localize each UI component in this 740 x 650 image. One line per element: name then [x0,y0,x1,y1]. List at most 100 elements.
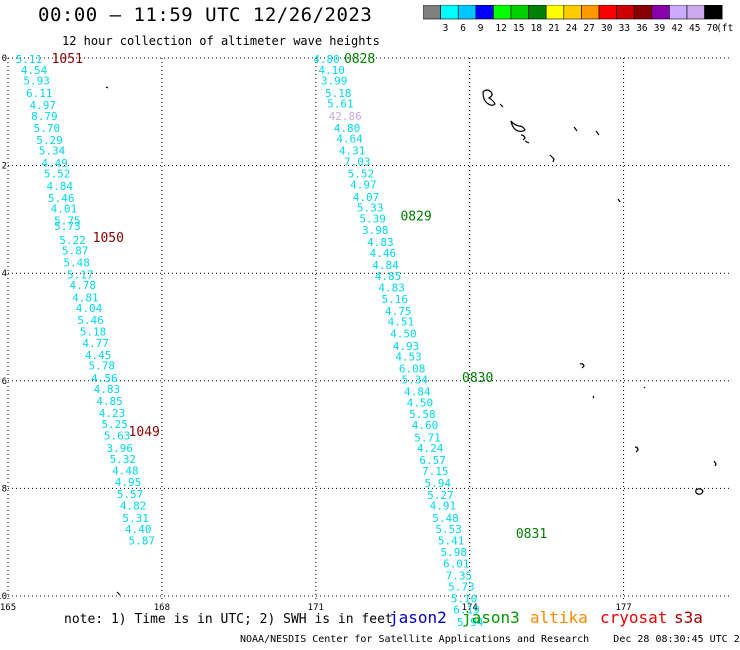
wave-height-value: 5.87 [62,245,89,258]
longitude-tick-label: 168 [154,603,170,613]
wave-height-value: 4.85 [96,395,123,408]
wave-height-value: 4.82 [120,500,147,513]
wave-height-value: 4.01 [51,203,77,216]
color-level-label: 30 [601,23,613,34]
wave-height-value: 4.80 [334,122,361,135]
wave-height-value: 4.64 [336,133,363,146]
wave-height-value: 5.29 [36,134,63,147]
wave-height-value: 5.34 [401,374,428,387]
credit-text: NOAA/NESDIS Center for Satellite Applica… [240,634,590,645]
color-level-label: 33 [619,23,630,34]
longitude-tick-label: 165 [0,603,16,613]
wave-height-value: 5.63 [104,430,131,443]
wave-height-value: 5.78 [89,360,116,373]
wave-height-value: 4.54 [21,64,48,77]
wave-height-value: 5.73 [54,220,81,233]
wave-height-value: 7.03 [344,155,371,168]
wave-height-value: 4.75 [385,305,412,318]
wave-height-value: 4.97 [350,178,377,191]
wave-height-value: 5.57 [117,488,144,501]
wave-height-value: 5.32 [110,453,137,466]
color-level-label: 12 [495,23,506,34]
wave-height-value: 5.17 [67,268,94,281]
altimeter-tracks: 5.114.545.936.114.978.795.705.295.344.49… [16,52,547,629]
wave-height-value: 5.61 [327,98,354,111]
legend-jason2: jason2 [389,608,447,627]
wave-height-value: 4.84 [46,180,73,193]
wave-height-value: 4.40 [125,523,151,536]
color-level-label: 39 [654,23,666,34]
wave-height-value: 5.75 [54,214,81,227]
wave-height-value: 4.31 [339,145,366,158]
lat-lon-grid: 0 -2 -4 -6 -8 -10165 168 171 174 177 [0,54,730,613]
wave-height-value: 5.34 [39,145,66,158]
wave-height-value: 5.52 [348,168,375,181]
color-level-label: 42 [671,23,682,34]
longitude-tick-label: 174 [462,603,478,613]
color-level-label: 3 [443,23,449,34]
color-level-label: 36 [636,23,648,34]
wave-height-value: 4.24 [417,442,444,455]
wave-height-value: 5.58 [409,408,436,421]
wave-height-value: 5.53 [435,523,462,536]
island-outlines [105,86,717,596]
wave-height-value: 5.18 [325,87,352,100]
legend-cryosat: cryosat [600,608,668,627]
color-level-label: 24 [566,23,578,34]
wave-height-value: 5.11 [16,53,43,66]
wave-height-value: 5.70 [34,122,61,135]
wave-height-value: 5.73 [448,580,475,593]
legend-s3a: s3a [674,608,703,627]
wave-height-value: 4.04 [76,302,103,315]
wave-height-value: 3.96 [106,442,133,455]
wave-height-value: 7.35 [446,570,473,583]
wave-height-value: 5.48 [63,256,90,269]
wave-height-value: 4.83 [367,236,394,249]
wave-height-value: 4.50 [390,327,417,340]
wave-height-value: 5.18 [80,325,107,338]
wave-height-value: 4.95 [115,476,142,489]
latitude-tick-label: -4 [0,269,7,279]
wave-height-value: 4.50 [407,396,434,409]
wave-height-value: 5.16 [381,293,408,306]
track-time-label: 0828 [344,52,375,67]
color-level-label: 15 [513,23,524,34]
wave-height-value: 5.25 [101,418,128,431]
longitude-tick-label: 177 [615,603,631,613]
wave-height-value: 6.19 [453,603,480,616]
longitude-tick-label: 171 [308,603,324,613]
wave-height-value: 5.41 [438,535,465,548]
wave-height-value: 3.98 [362,224,389,237]
map-title: 00:00 — 11:59 UTC 12/26/2023 [38,4,373,26]
wave-height-value: 5.98 [440,546,467,559]
wave-height-value: 5.71 [414,431,441,444]
wave-height-value: 5.48 [432,512,459,525]
color-level-label: 18 [531,23,543,34]
wave-height-value: 4.78 [70,279,97,292]
wave-height-value: 6.01 [443,558,470,571]
wave-height-value: 4.46 [370,247,397,260]
color-swatch [704,5,723,20]
wave-height-value: 4.83 [94,383,121,396]
wave-height-value: 4.45 [85,349,112,362]
wave-height-value: 8.79 [31,110,58,123]
wave-height-value: 7.15 [422,465,449,478]
wave-height-value: 5.46 [48,192,75,205]
color-unit-label: (ft) [716,23,735,34]
track-time-label: 0830 [462,371,493,386]
latitude-tick-label: -10 [0,592,7,602]
latitude-tick-label: -2 [0,162,7,172]
credit-line: NOAA/NESDIS Center for Satellite Applica… [240,634,740,645]
wave-height-value: 4.84 [404,386,431,399]
wave-height-value: 4.23 [99,407,126,420]
wave-height-value: 4.77 [82,337,109,350]
track-1: 5.114.545.936.114.978.795.705.295.344.49… [16,52,160,548]
legend-jason3: jason3 [462,608,520,627]
wave-height-value: 4.51 [388,316,415,329]
color-level-label: 70 [707,23,719,34]
wave-height-value: 4.91 [430,500,457,513]
wave-height-value: 4.53 [395,351,422,364]
wave-height-value: 5.52 [44,168,71,181]
